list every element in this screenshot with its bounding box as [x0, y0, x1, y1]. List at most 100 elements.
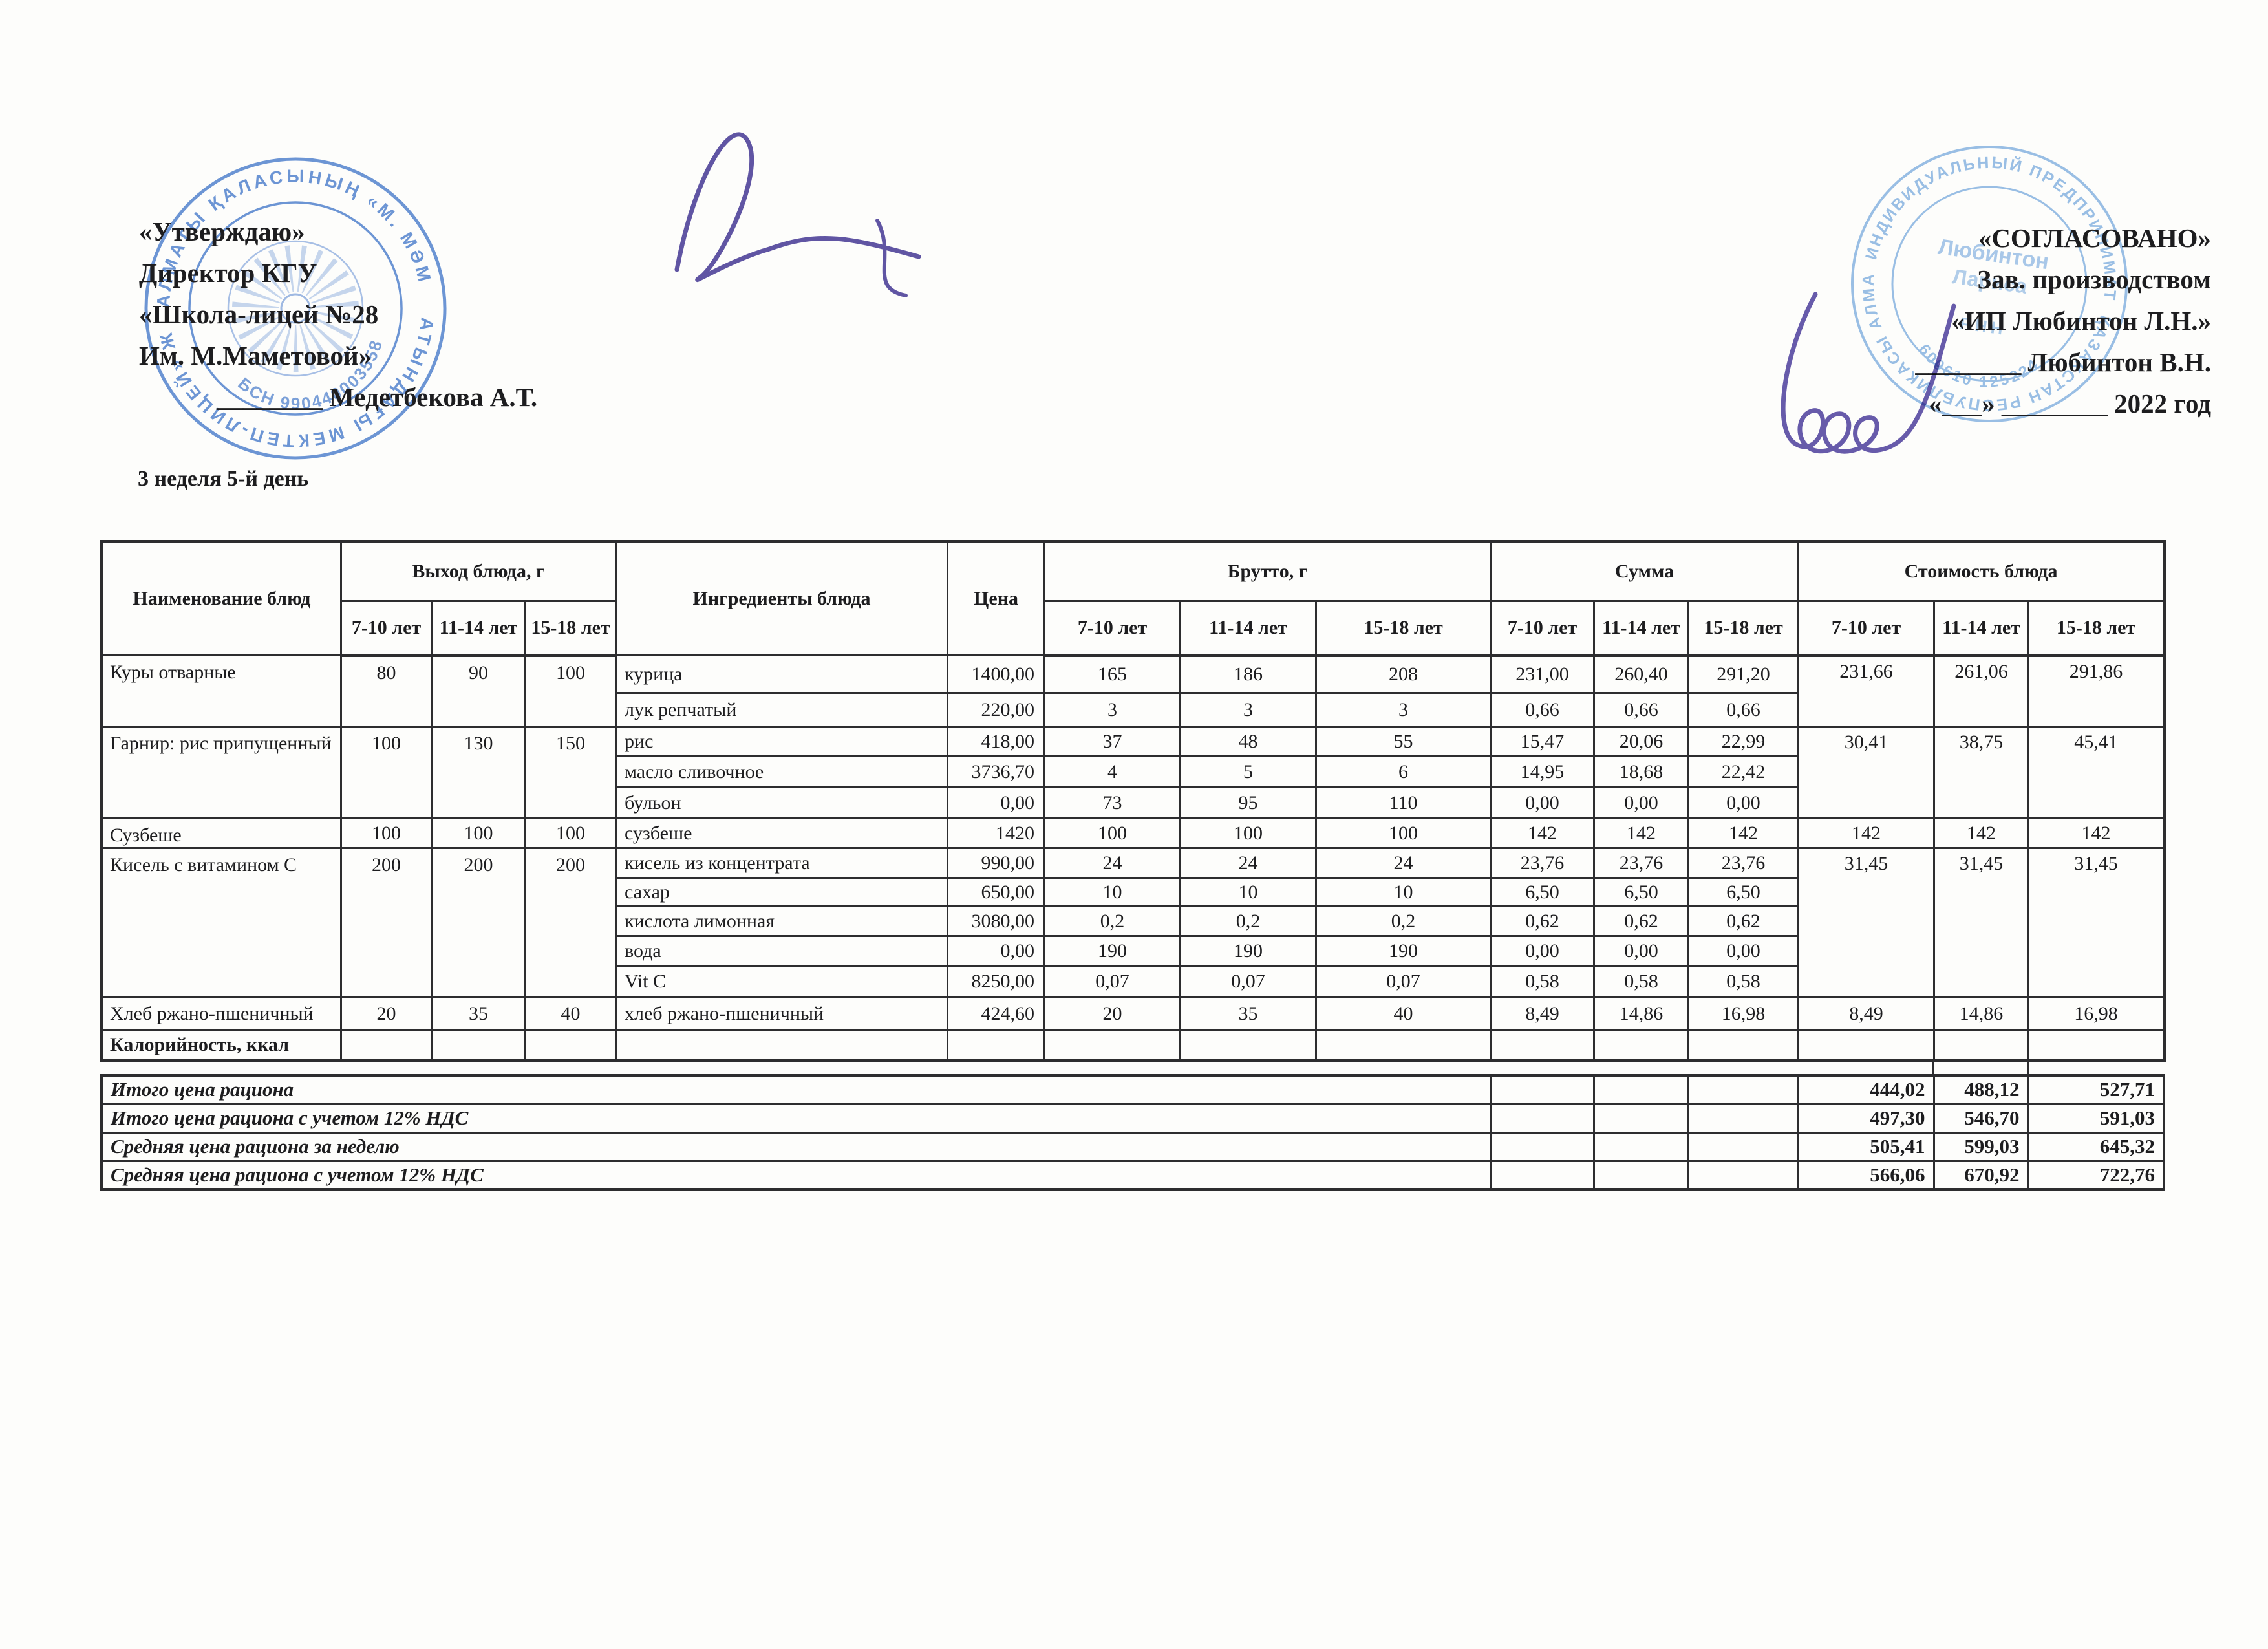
header-yield: Выход блюда, г: [339, 541, 617, 602]
cell-cost-11-14: 261,06: [1933, 654, 2030, 727]
header-price: Цена: [947, 541, 1046, 656]
cell-ingredient: кисель из концентрата: [615, 847, 949, 879]
empty-cell: [1179, 1029, 1318, 1061]
cell-price: 220,00: [947, 692, 1046, 727]
cell-summa: 142: [1490, 817, 1596, 849]
cell-ingredient: масло сливочное: [615, 755, 949, 788]
cell-ingredient: вода: [615, 935, 949, 967]
header-ingredients: Ингредиенты блюда: [615, 541, 949, 656]
agree-line: «ИП Любинтон Л.Н.»: [1951, 306, 2211, 336]
cell-summa: 0,58: [1490, 965, 1596, 998]
cell-summa: 291,20: [1687, 654, 1800, 694]
cell-brutto: 100: [1315, 817, 1492, 849]
summary-label: Итого цена рациона: [100, 1074, 1492, 1105]
cell-brutto: 95: [1179, 786, 1318, 819]
cell-yield-15-18: 200: [524, 847, 617, 998]
table-row: сахар 650,00 10 10 10 6,50 6,50 6,50: [102, 877, 2165, 907]
empty-cell: [1592, 1074, 1689, 1105]
cell-cost-7-10: 8,49: [1797, 996, 1936, 1031]
cell-brutto: 6: [1315, 755, 1492, 788]
cell-brutto: 165: [1043, 654, 1182, 694]
cell-cost-11-14: 31,45: [1933, 847, 2030, 998]
cell-summa: 14,86: [1593, 996, 1690, 1031]
cell-summa: 8,49: [1490, 996, 1596, 1031]
cell-yield-7-10: 100: [340, 817, 433, 849]
entrepreneur-round-stamp: ИНДИВИДУАЛЬНЫЙ ПРЕДПРИНИМАТЕЛЬ ҚАЗАҚСТАН…: [1825, 120, 2141, 431]
cell-dish: Гарнир: рис припущенный: [101, 726, 342, 819]
summary-value-15-18: 527,71: [2027, 1074, 2165, 1105]
age-col-15-18: 15-18 лет: [1315, 600, 1492, 657]
cell-price: 424,60: [947, 996, 1046, 1031]
cell-price: 418,00: [947, 726, 1046, 757]
cell-summa: 6,50: [1687, 877, 1800, 907]
cell-summa: 0,62: [1593, 905, 1690, 937]
age-col-11-14: 11-14 лет: [431, 600, 526, 657]
table-row: Сузбеше 100 100 100 сузбеше 1420 100 100…: [101, 817, 2166, 849]
table-row: масло сливочное 3736,70 4 5 6 14,95 18,6…: [102, 755, 2165, 788]
cell-brutto: 0,07: [1043, 965, 1182, 998]
cell-summa: 22,42: [1687, 755, 1800, 788]
calories-row: Калорийность, ккал: [101, 1029, 2166, 1061]
cell-brutto: 10: [1179, 877, 1318, 907]
cell-summa: 23,76: [1687, 847, 1800, 879]
cell-yield-11-14: 200: [431, 847, 526, 998]
table-row: Куры отварные 80 90 100 курица 1400,00 1…: [101, 654, 2166, 727]
cell-brutto: 110: [1315, 786, 1492, 819]
age-col-15-18: 15-18 лет: [1687, 600, 1800, 657]
cell-yield-11-14: 100: [431, 817, 526, 849]
summary-value-11-14: 546,70: [1932, 1103, 2029, 1134]
cell-dish: Кисель с витамином С: [101, 847, 342, 998]
table-row: вода 0,00 190 190 190 0,00 0,00 0,00: [102, 935, 2165, 967]
approve-line: Директор КГУ: [139, 258, 317, 288]
age-col-7-10: 7-10 лет: [1043, 600, 1182, 657]
cell-cost-15-18: 31,45: [2027, 847, 2166, 998]
empty-cell: [1489, 1103, 1595, 1134]
cell-brutto: 5: [1179, 755, 1318, 788]
cell-brutto: 0,07: [1315, 965, 1492, 998]
empty-cell: [947, 1029, 1046, 1061]
cell-brutto: 24: [1043, 847, 1182, 879]
cell-summa: 0,58: [1593, 965, 1690, 998]
cell-brutto: 3: [1043, 692, 1182, 727]
cell-yield-15-18: 100: [524, 654, 617, 727]
empty-cell: [524, 1029, 617, 1061]
table-row: бульон 0,00 73 95 110 0,00 0,00 0,00: [102, 786, 2165, 819]
summary-label: Итого цена рациона с учетом 12% НДС: [100, 1103, 1492, 1134]
cell-price: 8250,00: [947, 965, 1046, 998]
cell-brutto: 3: [1179, 692, 1318, 727]
summary-value-7-10: 444,02: [1797, 1074, 1935, 1105]
cell-brutto: 0,2: [1179, 905, 1318, 937]
summary-label: Средняя цена рациона с учетом 12% НДС: [100, 1159, 1492, 1191]
cell-summa: 0,62: [1687, 905, 1800, 937]
production-manager-signature: [1781, 292, 1956, 454]
cell-summa: 0,66: [1490, 692, 1596, 727]
cell-ingredient: хлеб ржано-пшеничный: [615, 996, 949, 1031]
cell-yield-7-10: 200: [340, 847, 433, 998]
agree-line: Зав. производством: [1977, 264, 2211, 294]
empty-cell: [431, 1029, 526, 1061]
cell-price: 1400,00: [947, 654, 1046, 694]
menu-cost-table: Наименование блюд Выход блюда, г Ингреди…: [100, 540, 2166, 1062]
cell-price: 0,00: [947, 935, 1046, 967]
cell-brutto: 3: [1315, 692, 1492, 727]
approve-line: «Утверждаю»: [139, 217, 305, 246]
cell-price: 3736,70: [947, 755, 1046, 788]
empty-cell: [1489, 1131, 1595, 1162]
cell-yield-11-14: 130: [431, 726, 526, 819]
ration-totals-table: Итого цена рациона 444,02 488,12 527,71 …: [100, 1074, 2165, 1191]
summary-row: Средняя цена рациона за неделю 505,41 59…: [100, 1131, 2165, 1162]
cell-brutto: 0,2: [1043, 905, 1182, 937]
empty-cell: [1687, 1074, 1799, 1105]
cell-summa: 0,00: [1687, 786, 1800, 819]
cell-summa: 0,00: [1490, 786, 1596, 819]
cell-summa: 22,99: [1687, 726, 1800, 757]
cell-yield-11-14: 90: [431, 654, 526, 727]
cell-ingredient: рис: [615, 726, 949, 757]
summary-value-11-14: 599,03: [1932, 1131, 2029, 1162]
empty-cell: [1933, 1029, 2030, 1061]
age-col-11-14: 11-14 лет: [1933, 600, 2030, 657]
table-row: Кисель с витамином С 200 200 200 кисель …: [101, 847, 2166, 998]
cell-yield-15-18: 40: [524, 996, 617, 1031]
table-row: Vit C 8250,00 0,07 0,07 0,07 0,58 0,58 0…: [102, 965, 2165, 998]
